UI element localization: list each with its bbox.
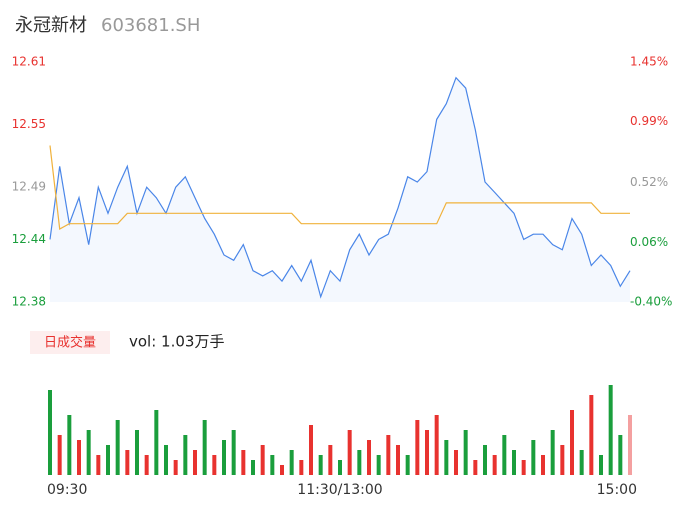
volume-bar [628, 415, 632, 475]
volume-bar [367, 440, 371, 475]
volume-bar [231, 430, 236, 475]
y2-tick-label: 0.52% [630, 175, 668, 189]
y2-tick-label: 1.45% [630, 55, 668, 69]
volume-bar [144, 455, 149, 475]
volume-bar [589, 395, 594, 475]
volume-bar [96, 455, 101, 475]
volume-bar [86, 430, 91, 475]
volume-bar [376, 455, 381, 475]
price-area [50, 77, 630, 302]
volume-bar [299, 460, 304, 475]
stock-code: 603681.SH [101, 15, 200, 36]
volume-bar [454, 450, 458, 475]
volume-bar [541, 455, 545, 475]
volume-bar [618, 435, 623, 475]
volume-bar [212, 455, 217, 475]
volume-bar [531, 440, 536, 475]
volume-bar [173, 460, 178, 475]
volume-bar [502, 435, 507, 475]
volume-bar [338, 460, 342, 475]
y2-tick-label: 0.06% [630, 235, 668, 249]
volume-bar [386, 435, 391, 475]
volume-bar [183, 435, 188, 475]
volume-bar [550, 430, 555, 475]
volume-bar [164, 445, 168, 475]
volume-bar [357, 450, 362, 475]
y-tick-label: 12.61 [12, 55, 46, 69]
y-tick-label: 12.49 [12, 180, 46, 194]
volume-bar [608, 385, 613, 475]
volume-bar [405, 455, 410, 475]
volume-bar [318, 455, 323, 475]
volume-bar [193, 450, 197, 475]
volume-bar [415, 420, 420, 475]
volume-bar [579, 450, 584, 475]
volume-bar [125, 450, 130, 475]
volume-bar [483, 445, 487, 475]
price-line [49, 76, 631, 299]
volume-bar [154, 410, 159, 475]
volume-bar [135, 430, 139, 475]
volume-bar [328, 445, 333, 475]
y-tick-label: 12.38 [12, 295, 46, 309]
volume-bar [492, 455, 497, 475]
volume-bar [222, 440, 226, 475]
stock-name: 永冠新材 [15, 15, 87, 36]
volume-bar [241, 450, 246, 475]
volume-total: vol: 1.03万手 [129, 333, 224, 351]
volume-bar [512, 450, 516, 475]
volume-tag-bg [30, 331, 110, 354]
volume-bar [347, 430, 352, 475]
x-tick-label: 15:00 [597, 482, 637, 498]
volume-bar [425, 430, 429, 475]
volume-bar [280, 465, 284, 475]
volume-bar [521, 460, 526, 475]
volume-bar [570, 410, 574, 475]
x-tick-label: 11:30/13:00 [297, 482, 382, 498]
volume-bar [77, 440, 81, 475]
volume-tag: 日成交量 [44, 335, 96, 351]
volume-bar [289, 450, 294, 475]
volume-bar [260, 445, 265, 475]
y-tick-label: 12.44 [12, 232, 46, 246]
volume-bar [396, 445, 400, 475]
y-tick-label: 12.55 [12, 117, 46, 131]
volume-bar [473, 460, 478, 475]
volume-bar [270, 455, 275, 475]
volume-bar [599, 455, 603, 475]
y2-tick-label: 0.99% [630, 114, 668, 128]
volume-bar [57, 435, 62, 475]
volume-bar [67, 415, 72, 475]
x-tick-label: 09:30 [47, 482, 87, 498]
volume-bar [251, 460, 255, 475]
volume-bar [115, 420, 120, 475]
volume-bar [202, 420, 207, 475]
y2-tick-label: -0.40% [630, 295, 672, 309]
average-line [49, 145, 630, 230]
volume-bar [434, 415, 439, 475]
volume-bar [560, 445, 565, 475]
volume-bar [444, 440, 449, 475]
volume-bar [309, 425, 313, 475]
volume-bar [106, 445, 110, 475]
volume-bar [463, 430, 468, 475]
volume-bar [48, 390, 52, 475]
